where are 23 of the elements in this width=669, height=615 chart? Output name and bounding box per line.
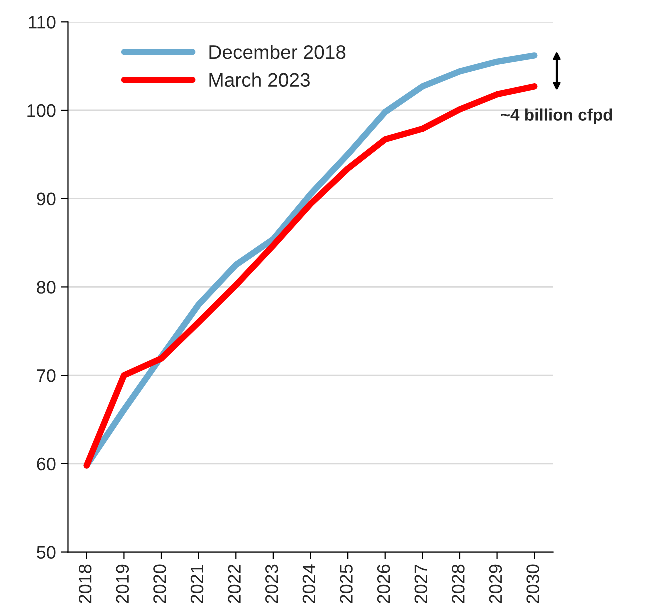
legend-label: March 2023 <box>210 72 310 88</box>
x-tick-label: 2020 <box>154 564 166 604</box>
x-tick-label: 2027 <box>414 564 428 604</box>
x-tick-label: 2030 <box>526 564 540 604</box>
x-tick-label: 2019 <box>116 564 130 604</box>
y-tick-label: 110 <box>29 16 56 29</box>
x-tick-label: 2026 <box>377 564 390 604</box>
y-tick-label: 80 <box>37 281 56 294</box>
annotation: ~4 billion cfpd <box>501 108 612 124</box>
y-tick-label: 90 <box>37 192 56 206</box>
y-tick-label: 50 <box>37 546 56 559</box>
x-tick-label: 2028 <box>452 564 465 604</box>
legend-label: December 2018 <box>210 44 346 60</box>
x-tick-label: 2025 <box>340 564 353 604</box>
x-tick-label: 2022 <box>228 564 241 604</box>
x-tick-label: 2023 <box>266 564 278 604</box>
x-tick-label: 2018 <box>78 564 92 604</box>
y-tick-label: 70 <box>37 369 56 382</box>
y-tick-label: 100 <box>28 104 56 118</box>
x-tick-label: 2021 <box>190 564 204 604</box>
x-tick-label: 2029 <box>489 564 502 604</box>
x-tick-label: 2024 <box>302 564 316 604</box>
y-tick-label: 60 <box>37 458 56 471</box>
